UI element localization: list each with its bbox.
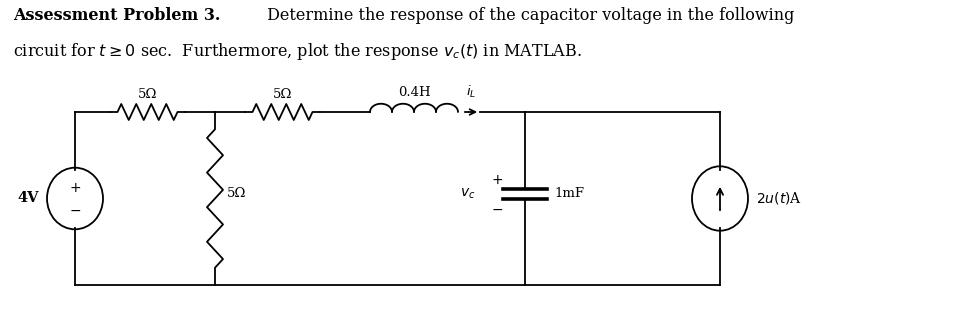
Text: circuit for $t \geq 0$ sec.  Furthermore, plot the response $v_c(t)$ in MATLAB.: circuit for $t \geq 0$ sec. Furthermore,… xyxy=(13,41,582,62)
Text: 5Ω: 5Ω xyxy=(227,187,246,200)
Text: $-$: $-$ xyxy=(69,203,82,217)
Text: 4V: 4V xyxy=(17,191,39,205)
Text: 0.4H: 0.4H xyxy=(398,86,431,99)
Text: +: + xyxy=(491,173,503,187)
Text: 5Ω: 5Ω xyxy=(138,88,157,101)
Text: $v_c$: $v_c$ xyxy=(459,186,475,201)
Text: $i_L$: $i_L$ xyxy=(466,84,477,100)
Text: $-$: $-$ xyxy=(491,202,503,216)
Text: $2u(t)$A: $2u(t)$A xyxy=(756,191,802,206)
Text: Determine the response of the capacitor voltage in the following: Determine the response of the capacitor … xyxy=(262,7,794,24)
Text: 5Ω: 5Ω xyxy=(272,88,292,101)
Text: +: + xyxy=(69,181,81,195)
Text: Assessment Problem 3.: Assessment Problem 3. xyxy=(13,7,221,24)
Text: 1mF: 1mF xyxy=(554,187,584,200)
